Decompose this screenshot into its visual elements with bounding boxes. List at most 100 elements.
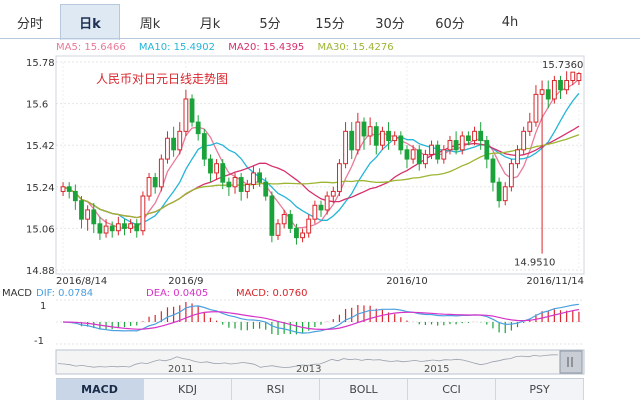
ma5-line: [62, 78, 580, 230]
candle-body: [97, 223, 103, 234]
candle-body: [152, 177, 158, 188]
candle-body: [453, 140, 459, 151]
candle: [165, 131, 170, 164]
candle: [453, 131, 459, 155]
candle: [527, 112, 533, 136]
candle-body: [502, 186, 508, 202]
dea-line: [63, 308, 580, 330]
candle-body: [484, 140, 490, 160]
candle: [410, 145, 416, 164]
candle: [441, 145, 447, 164]
candle: [140, 191, 146, 236]
candle: [318, 200, 324, 217]
candle: [490, 154, 496, 192]
nav-year-2013: 2013: [296, 364, 321, 375]
candle-body: [386, 130, 391, 142]
candle-body: [527, 121, 533, 132]
candle: [72, 184, 78, 210]
candle: [472, 126, 477, 146]
candle-body: [263, 181, 269, 197]
candle: [109, 221, 115, 238]
macd-title: MACD: [2, 288, 32, 299]
indicator-tab-4[interactable]: CCI: [408, 379, 496, 400]
candle-body: [244, 183, 250, 192]
candle-body: [275, 223, 281, 236]
candle: [220, 159, 226, 190]
candle-body: [158, 158, 164, 188]
tab-6[interactable]: 30分: [375, 16, 405, 32]
candle: [576, 72, 582, 86]
candle-body: [330, 190, 336, 197]
tab-2[interactable]: 周k: [139, 16, 161, 32]
period-tabs: 分时 日k 周k 月k 5分 15分 30分 60分 4h: [0, 0, 640, 40]
tab-8[interactable]: 4h: [501, 14, 519, 30]
candle-body: [208, 158, 213, 174]
nav-year-2011: 2011: [168, 364, 193, 375]
candle-body: [146, 177, 152, 197]
candle-body: [109, 225, 115, 232]
candle: [416, 145, 422, 171]
nav-year-2015: 2015: [424, 364, 449, 375]
candle-body: [472, 130, 477, 142]
candle-body: [410, 149, 416, 160]
dea-legend: DEA: 0.0405: [146, 288, 208, 299]
tab-7[interactable]: 60分: [435, 16, 465, 32]
candle-body: [214, 163, 220, 174]
candle-body: [294, 227, 299, 239]
candle: [502, 182, 508, 206]
candle: [232, 172, 238, 194]
indicator-tab-1[interactable]: KDJ: [144, 379, 232, 400]
x-tick-label: 2016/11/14: [526, 276, 584, 287]
range-navigator[interactable]: 2011 2013 2015: [55, 349, 585, 375]
candle: [214, 159, 220, 180]
x-tick-label: 2016/8/14: [56, 276, 107, 287]
candle-body: [570, 71, 576, 81]
price-y-axis: 15.78 15.6 15.42 15.24 15.06 14.88: [26, 58, 55, 277]
candle-body: [85, 209, 91, 220]
candle: [287, 209, 293, 234]
indicator-tab-0[interactable]: MACD: [56, 379, 144, 400]
candle: [570, 71, 576, 86]
candle-body: [404, 149, 410, 160]
candle-body: [281, 214, 287, 225]
candle-body: [300, 232, 305, 239]
navigator-handle[interactable]: [559, 350, 583, 374]
candle: [564, 71, 570, 95]
candle: [306, 214, 312, 238]
indicator-tab-2[interactable]: RSI: [232, 379, 320, 400]
candle-body: [324, 195, 330, 211]
candle-body: [355, 121, 361, 151]
candle: [189, 94, 195, 127]
macd-panel: MACD DIF: 0.0784 DEA: 0.0405 MACD: 0.076…: [2, 288, 584, 347]
candle: [349, 122, 355, 160]
candle: [533, 85, 539, 127]
tab-3[interactable]: 月k: [199, 16, 221, 32]
candle: [60, 182, 66, 197]
candle: [465, 131, 471, 146]
candle-body: [545, 89, 551, 100]
candle: [275, 219, 281, 240]
candle-body: [373, 126, 379, 146]
ma30-line: [62, 134, 580, 219]
tab-4[interactable]: 5分: [259, 16, 281, 32]
candle-body: [533, 93, 539, 123]
candle-body: [79, 200, 84, 220]
candle: [558, 75, 563, 99]
tab-1[interactable]: 日k: [60, 4, 120, 40]
y-tick-label: 14.88: [26, 266, 55, 277]
candle: [429, 140, 434, 160]
x-tick-label: 2016/9: [168, 276, 203, 287]
candle: [367, 117, 373, 146]
candle: [257, 168, 262, 187]
candle: [128, 219, 134, 234]
moving-average-lines: [62, 78, 580, 230]
candle-body: [257, 172, 262, 183]
candle: [66, 182, 72, 199]
candle: [226, 177, 232, 197]
indicator-tab-5[interactable]: PSY: [496, 379, 584, 400]
tab-0[interactable]: 分时: [16, 16, 43, 32]
candle-body: [171, 137, 177, 151]
indicator-tab-3[interactable]: BOLL: [320, 379, 408, 400]
tab-5[interactable]: 15分: [315, 16, 345, 32]
